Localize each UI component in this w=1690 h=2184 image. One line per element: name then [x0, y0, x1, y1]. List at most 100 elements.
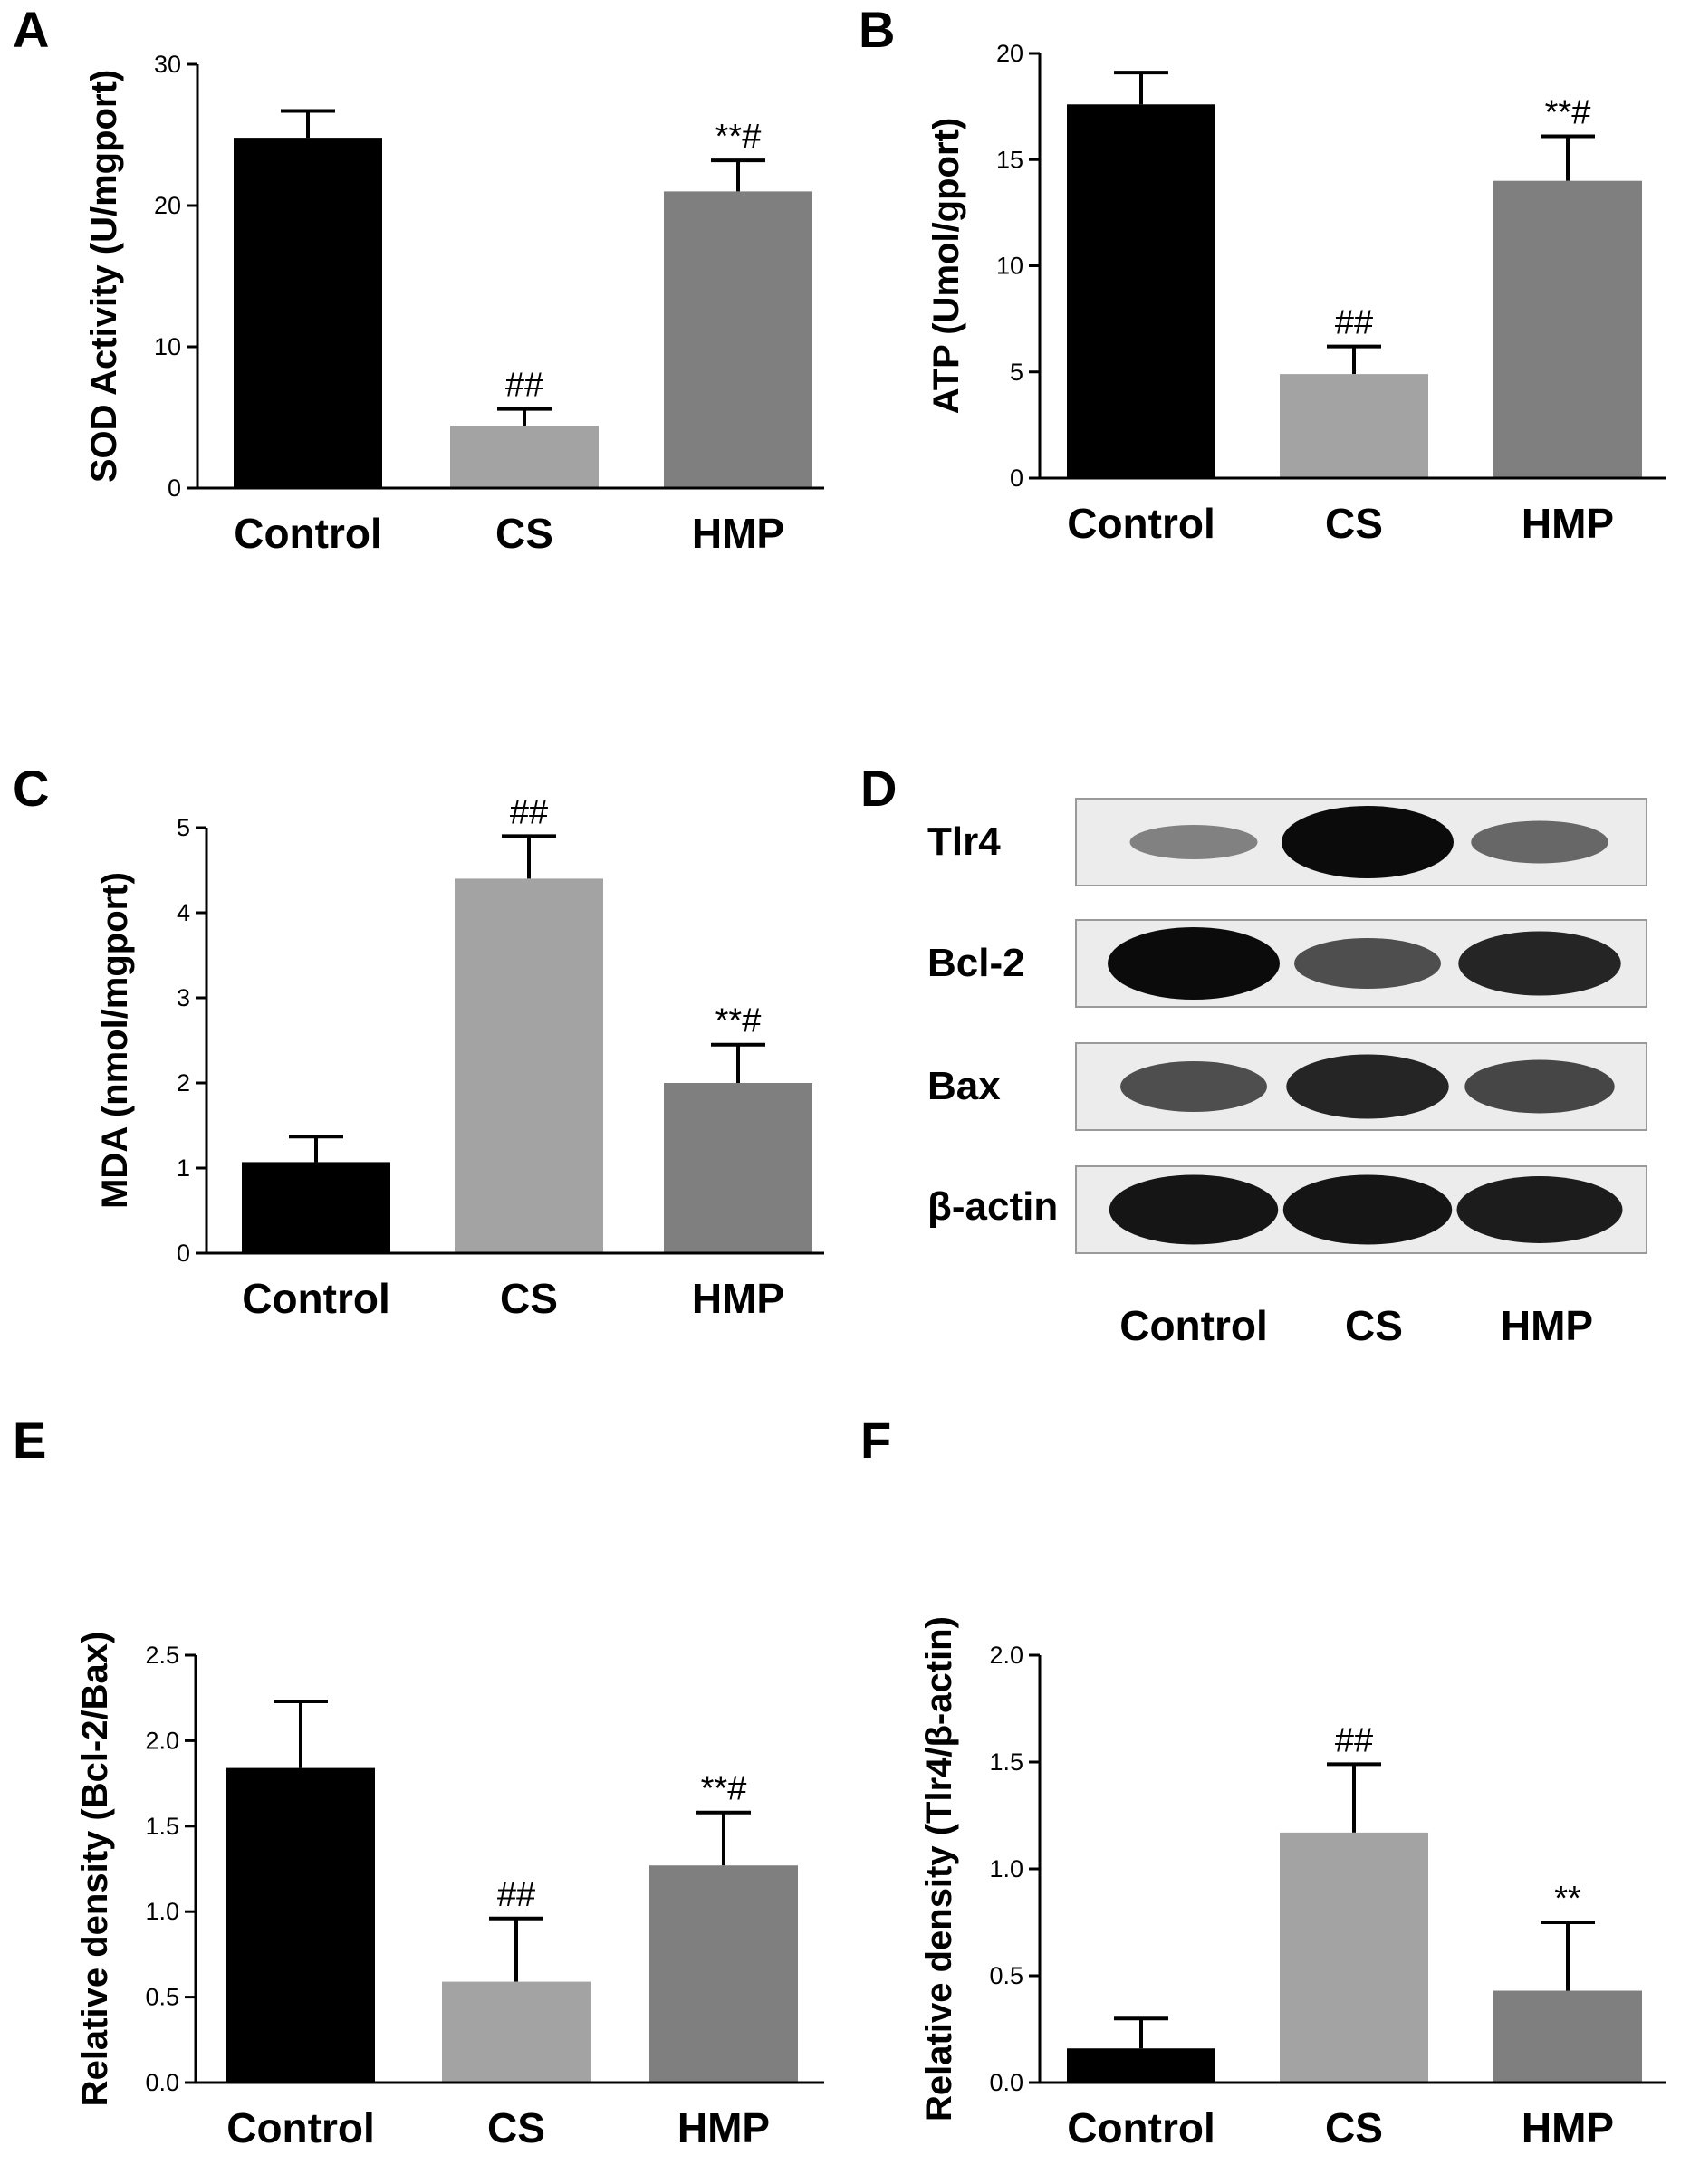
bar-hmp	[664, 1083, 812, 1253]
y-tick-label: 0	[177, 1240, 190, 1267]
bar-hmp	[649, 1865, 798, 2083]
blot-band-control	[1120, 1061, 1267, 1112]
panel-letter: F	[860, 1412, 891, 1469]
panel-letter: C	[13, 760, 49, 817]
y-tick-label: 4	[177, 899, 190, 926]
category-label: CS	[487, 2104, 545, 2151]
y-axis-label: Relative density (Tlr4/β-actin)	[919, 1616, 959, 2122]
y-tick-label: 1.5	[989, 1748, 1023, 1776]
y-tick-label: 10	[154, 333, 181, 360]
y-tick-label: 0.5	[145, 1984, 179, 2011]
blot-band-cs	[1282, 1174, 1453, 1245]
blot-lane-label: Control	[1119, 1302, 1268, 1349]
y-tick-label: 20	[154, 192, 181, 219]
y-tick-label: 0.0	[989, 2069, 1023, 2096]
panel-E: E Control ## CS **# HMP 0.0 0.5 1.0 1.5 2.0 2.5 Rela…	[13, 1412, 824, 2151]
blot-strip-tlr4	[1075, 798, 1647, 886]
blot-band-control	[1108, 927, 1280, 1000]
y-tick-label: 20	[996, 40, 1023, 67]
blot-row-label: Bax	[927, 1064, 1001, 1108]
y-tick-label: 0.0	[145, 2069, 179, 2096]
y-tick-label: 0	[168, 474, 181, 502]
panel-letter: D	[860, 760, 897, 817]
bar-cs	[1280, 1832, 1428, 2083]
category-label: HMP	[1522, 2104, 1614, 2151]
y-tick-label: 2.0	[989, 1642, 1023, 1669]
y-tick-label: 1.0	[989, 1855, 1023, 1882]
bar-cs	[455, 878, 603, 1253]
blot-row-label: Bcl-2	[927, 941, 1025, 985]
bar-control	[226, 1767, 375, 2083]
panel-B: B Control ## CS **# HMP 0 5 10 15 20 ATP (Umol/gpor…	[859, 1, 1666, 547]
category-label: HMP	[677, 2104, 770, 2151]
significance-label: ##	[505, 367, 543, 405]
y-tick-label: 10	[996, 253, 1023, 280]
panel-C: C Control ## CS **# HMP 0 1 2 3 4 5 MDA (nmol/mgport…	[13, 760, 824, 1322]
y-tick-label: 0	[1010, 465, 1023, 492]
panel-letter: E	[13, 1412, 46, 1469]
y-axis-label: ATP (Umol/gport)	[927, 118, 966, 414]
significance-label: **#	[1545, 93, 1591, 131]
category-label: CS	[1325, 2104, 1383, 2151]
y-tick-label: 1.0	[145, 1898, 179, 1925]
bar-hmp	[1493, 1990, 1642, 2083]
significance-label: **#	[715, 1002, 762, 1040]
blot-band-control	[1109, 1174, 1279, 1245]
bar-cs	[1280, 374, 1428, 478]
blot-band-hmp	[1464, 1059, 1615, 1114]
y-tick-label: 30	[154, 51, 181, 78]
bar-cs	[442, 1981, 591, 2083]
significance-label: **	[1554, 1880, 1581, 1918]
bar-control	[1067, 104, 1215, 478]
significance-label: ##	[1335, 304, 1373, 342]
blot-band-cs	[1282, 806, 1454, 878]
category-label: HMP	[692, 1275, 784, 1322]
category-label: Control	[1067, 500, 1215, 547]
bar-hmp	[664, 191, 812, 488]
blot-band-hmp	[1458, 931, 1621, 996]
bar-hmp	[1493, 180, 1642, 478]
y-axis-label: SOD Activity (U/mgport)	[84, 70, 124, 483]
y-tick-label: 3	[177, 984, 190, 1011]
panel-letter: B	[859, 1, 895, 58]
panel-letter: A	[13, 1, 49, 58]
category-label: CS	[495, 510, 553, 557]
y-tick-label: 2	[177, 1069, 190, 1097]
category-label: Control	[226, 2104, 375, 2151]
y-tick-label: 15	[996, 146, 1023, 173]
y-axis-label: Relative density (Bcl-2/Bax)	[75, 1632, 115, 2107]
panel-A: A Control ## CS **# HMP 0 10 20 30 SOD Activity (U…	[13, 1, 824, 557]
panel-F: F Control ## CS ** HMP 0.0 0.5 1.0 1.5 2.0 Relative…	[860, 1412, 1666, 2151]
blot-row-label: β-actin	[927, 1184, 1058, 1229]
category-label: HMP	[692, 510, 784, 557]
significance-label: ##	[510, 793, 548, 831]
category-label: Control	[242, 1275, 390, 1322]
bar-cs	[450, 426, 599, 488]
blot-band-cs	[1294, 938, 1441, 989]
blot-strip-bcl2	[1075, 919, 1647, 1008]
significance-label: ##	[1335, 1721, 1373, 1759]
blot-row-label: Tlr4	[927, 819, 1001, 864]
y-axis-label: MDA (nmol/mgport)	[95, 872, 135, 1209]
y-tick-label: 1.5	[145, 1813, 179, 1840]
panel-D-western-blot: D Tlr4 Bcl-2 Bax β-actin Control CS HMP	[860, 760, 1647, 1349]
category-label: Control	[1067, 2104, 1215, 2151]
blot-strip-actin	[1075, 1165, 1647, 1254]
y-tick-label: 5	[1010, 359, 1023, 386]
significance-label: **#	[715, 118, 762, 156]
category-label: CS	[1325, 500, 1383, 547]
blot-band-hmp	[1456, 1176, 1623, 1243]
category-label: CS	[500, 1275, 558, 1322]
blot-lane-label: HMP	[1501, 1302, 1593, 1349]
category-label: HMP	[1522, 500, 1614, 547]
y-tick-label: 2.5	[145, 1642, 179, 1669]
y-tick-label: 0.5	[989, 1962, 1023, 1989]
blot-band-hmp	[1471, 820, 1608, 864]
significance-label: **#	[701, 1770, 747, 1808]
significance-label: ##	[497, 1876, 535, 1914]
bar-control	[242, 1162, 390, 1253]
category-label: Control	[234, 510, 382, 557]
y-tick-label: 5	[177, 814, 190, 841]
blot-band-cs	[1286, 1054, 1449, 1119]
